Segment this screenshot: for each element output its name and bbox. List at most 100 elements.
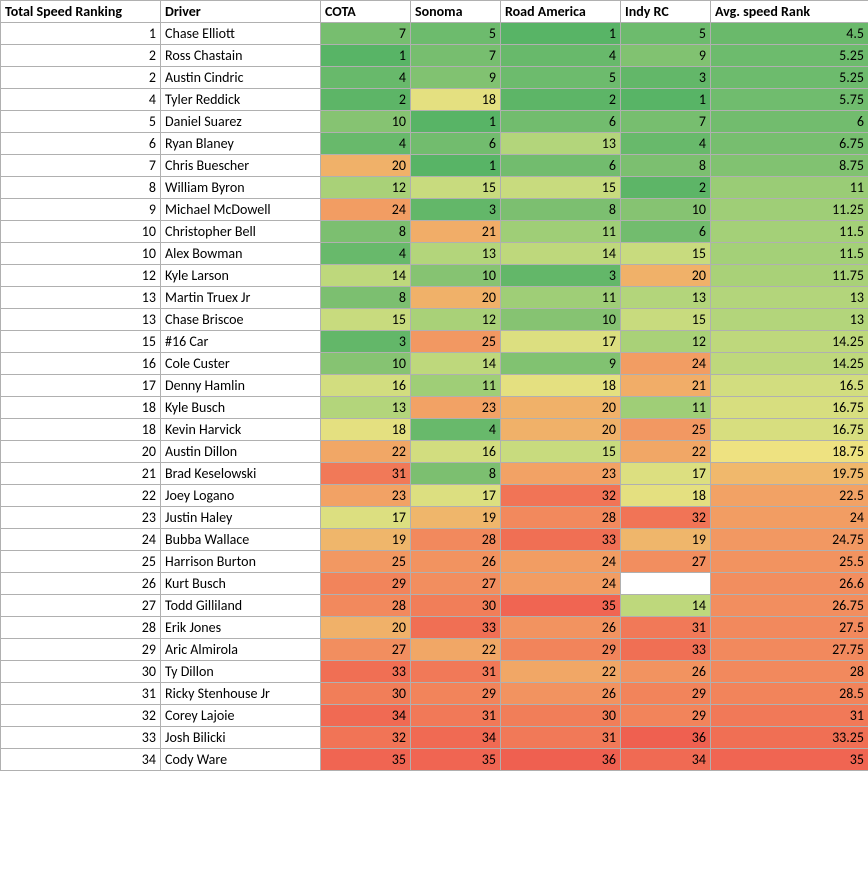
table-header-row: Total Speed Ranking Driver COTA Sonoma R… bbox=[1, 1, 868, 23]
cell-sonoma: 1 bbox=[411, 155, 501, 177]
table-row: 26Kurt Busch29272426.6 bbox=[1, 573, 868, 595]
cell-sonoma: 11 bbox=[411, 375, 501, 397]
cell-sonoma: 35 bbox=[411, 749, 501, 771]
cell-rank: 6 bbox=[1, 133, 161, 155]
cell-rank: 8 bbox=[1, 177, 161, 199]
cell-indy-rc: 29 bbox=[621, 683, 711, 705]
cell-sonoma: 14 bbox=[411, 353, 501, 375]
cell-cota: 12 bbox=[321, 177, 411, 199]
cell-avg: 5.75 bbox=[711, 89, 868, 111]
cell-driver: Josh Bilicki bbox=[161, 727, 321, 749]
cell-sonoma: 29 bbox=[411, 683, 501, 705]
cell-indy-rc: 24 bbox=[621, 353, 711, 375]
cell-road-america: 15 bbox=[501, 177, 621, 199]
cell-rank: 23 bbox=[1, 507, 161, 529]
cell-driver: Denny Hamlin bbox=[161, 375, 321, 397]
cell-avg: 27.75 bbox=[711, 639, 868, 661]
cell-driver: Alex Bowman bbox=[161, 243, 321, 265]
cell-indy-rc: 36 bbox=[621, 727, 711, 749]
cell-rank: 17 bbox=[1, 375, 161, 397]
table-row: 29Aric Almirola2722293327.75 bbox=[1, 639, 868, 661]
cell-avg: 11 bbox=[711, 177, 868, 199]
cell-indy-rc: 15 bbox=[621, 309, 711, 331]
cell-avg: 24.75 bbox=[711, 529, 868, 551]
cell-indy-rc: 17 bbox=[621, 463, 711, 485]
cell-rank: 2 bbox=[1, 45, 161, 67]
cell-driver: Chase Elliott bbox=[161, 23, 321, 45]
cell-rank: 21 bbox=[1, 463, 161, 485]
cell-road-america: 14 bbox=[501, 243, 621, 265]
cell-road-america: 22 bbox=[501, 661, 621, 683]
cell-road-america: 36 bbox=[501, 749, 621, 771]
cell-avg: 16.5 bbox=[711, 375, 868, 397]
cell-avg: 24 bbox=[711, 507, 868, 529]
cell-road-america: 6 bbox=[501, 155, 621, 177]
cell-avg: 16.75 bbox=[711, 419, 868, 441]
table-row: 16Cole Custer101492414.25 bbox=[1, 353, 868, 375]
cell-driver: Corey Lajoie bbox=[161, 705, 321, 727]
cell-cota: 14 bbox=[321, 265, 411, 287]
cell-sonoma: 10 bbox=[411, 265, 501, 287]
cell-driver: Tyler Reddick bbox=[161, 89, 321, 111]
cell-driver: Austin Dillon bbox=[161, 441, 321, 463]
cell-road-america: 17 bbox=[501, 331, 621, 353]
cell-rank: 29 bbox=[1, 639, 161, 661]
cell-driver: Ricky Stenhouse Jr bbox=[161, 683, 321, 705]
cell-avg: 33.25 bbox=[711, 727, 868, 749]
cell-cota: 15 bbox=[321, 309, 411, 331]
cell-avg: 16.75 bbox=[711, 397, 868, 419]
table-row: 13Chase Briscoe1512101513 bbox=[1, 309, 868, 331]
cell-driver: Brad Keselowski bbox=[161, 463, 321, 485]
cell-sonoma: 17 bbox=[411, 485, 501, 507]
cell-sonoma: 6 bbox=[411, 133, 501, 155]
table-row: 5Daniel Suarez101676 bbox=[1, 111, 868, 133]
cell-indy-rc: 10 bbox=[621, 199, 711, 221]
cell-indy-rc: 1 bbox=[621, 89, 711, 111]
cell-road-america: 3 bbox=[501, 265, 621, 287]
table-row: 21Brad Keselowski318231719.75 bbox=[1, 463, 868, 485]
cell-indy-rc: 6 bbox=[621, 221, 711, 243]
cell-road-america: 26 bbox=[501, 683, 621, 705]
cell-avg: 8.75 bbox=[711, 155, 868, 177]
cell-avg: 19.75 bbox=[711, 463, 868, 485]
cell-avg: 28 bbox=[711, 661, 868, 683]
table-row: 33Josh Bilicki3234313633.25 bbox=[1, 727, 868, 749]
cell-sonoma: 34 bbox=[411, 727, 501, 749]
cell-rank: 18 bbox=[1, 419, 161, 441]
cell-driver: Austin Cindric bbox=[161, 67, 321, 89]
cell-sonoma: 13 bbox=[411, 243, 501, 265]
cell-indy-rc: 27 bbox=[621, 551, 711, 573]
cell-driver: Kyle Larson bbox=[161, 265, 321, 287]
table-row: 25Harrison Burton2526242725.5 bbox=[1, 551, 868, 573]
cell-driver: Michael McDowell bbox=[161, 199, 321, 221]
cell-indy-rc: 15 bbox=[621, 243, 711, 265]
col-avg-speed-rank: Avg. speed Rank bbox=[711, 1, 868, 23]
cell-avg: 13 bbox=[711, 309, 868, 331]
cell-cota: 7 bbox=[321, 23, 411, 45]
cell-driver: Bubba Wallace bbox=[161, 529, 321, 551]
table-row: 10Christopher Bell82111611.5 bbox=[1, 221, 868, 243]
table-row: 6Ryan Blaney461346.75 bbox=[1, 133, 868, 155]
cell-indy-rc: 7 bbox=[621, 111, 711, 133]
cell-sonoma: 23 bbox=[411, 397, 501, 419]
cell-cota: 1 bbox=[321, 45, 411, 67]
cell-cota: 3 bbox=[321, 331, 411, 353]
cell-indy-rc: 29 bbox=[621, 705, 711, 727]
cell-indy-rc: 14 bbox=[621, 595, 711, 617]
cell-rank: 13 bbox=[1, 287, 161, 309]
cell-road-america: 24 bbox=[501, 551, 621, 573]
cell-road-america: 9 bbox=[501, 353, 621, 375]
cell-cota: 4 bbox=[321, 243, 411, 265]
cell-cota: 35 bbox=[321, 749, 411, 771]
cell-rank: 18 bbox=[1, 397, 161, 419]
cell-driver: Kurt Busch bbox=[161, 573, 321, 595]
table-row: 20Austin Dillon2216152218.75 bbox=[1, 441, 868, 463]
table-row: 15#16 Car325171214.25 bbox=[1, 331, 868, 353]
cell-sonoma: 15 bbox=[411, 177, 501, 199]
cell-indy-rc: 31 bbox=[621, 617, 711, 639]
cell-driver: Christopher Bell bbox=[161, 221, 321, 243]
cell-avg: 35 bbox=[711, 749, 868, 771]
cell-rank: 13 bbox=[1, 309, 161, 331]
cell-indy-rc: 9 bbox=[621, 45, 711, 67]
cell-road-america: 15 bbox=[501, 441, 621, 463]
